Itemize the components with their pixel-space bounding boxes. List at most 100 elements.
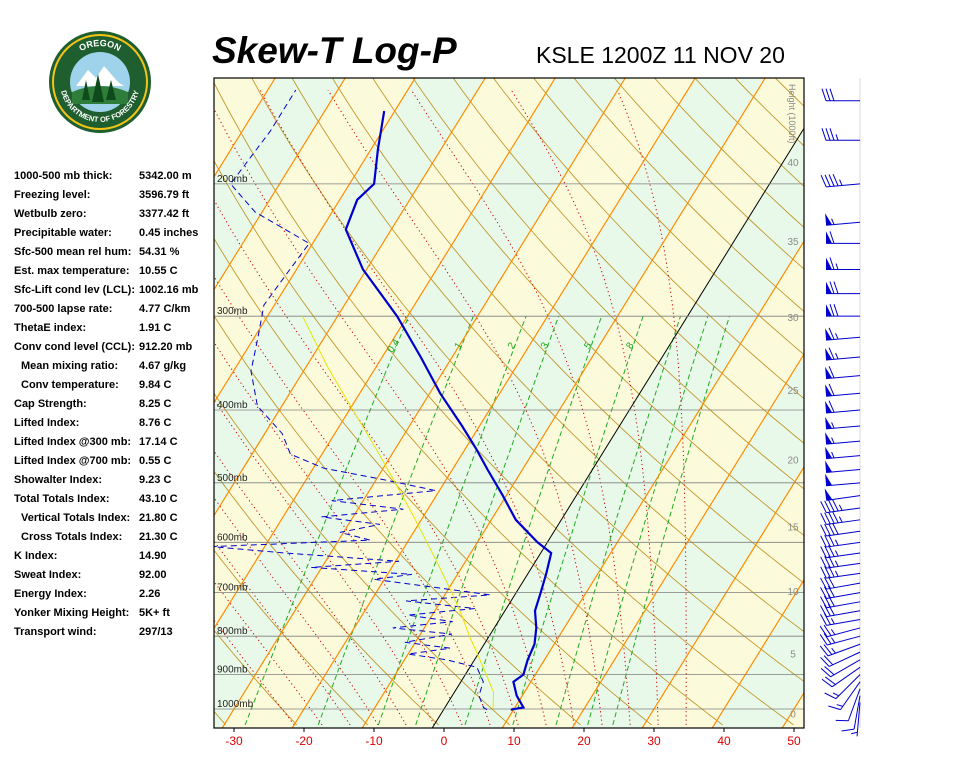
- height-tick-label: 15: [787, 523, 799, 534]
- wind-barb-full: [820, 566, 827, 579]
- wind-barb-full: [824, 545, 831, 558]
- wind-barb-full: [819, 634, 828, 646]
- wind-barb: [820, 534, 861, 548]
- wind-barb-full: [820, 546, 827, 558]
- isotherm-band: [0, 58, 8, 748]
- wind-pennant: [825, 328, 833, 341]
- isotherm: [361, 78, 766, 728]
- wind-pennant: [825, 417, 833, 429]
- wind-barb-half: [831, 218, 835, 225]
- index-row: 700-500 lapse rate: 4.77 C/km: [14, 300, 214, 319]
- pressure-label: 700mb: [217, 583, 248, 594]
- wind-barb-staff: [826, 562, 861, 569]
- x-tick-label: 40: [717, 734, 731, 748]
- wind-barb-staff: [826, 618, 861, 626]
- index-value: 17.14 C: [139, 436, 178, 448]
- wind-barb-staff: [826, 495, 861, 501]
- index-row: Sfc-Lift cond lev (LCL): 1002.16 mb: [14, 281, 214, 300]
- wind-barb-full: [827, 594, 835, 607]
- index-row: Transport wind: 297/13: [14, 623, 214, 642]
- index-label: Sfc-Lift cond lev (LCL):: [14, 284, 135, 296]
- wind-barb-staff: [826, 392, 861, 397]
- wind-barb: [820, 603, 861, 618]
- dry-adiabat: [214, 315, 581, 726]
- wind-barb-full: [821, 128, 827, 141]
- index-row: Cap Strength: 8.25 C: [14, 395, 214, 414]
- wind-barb-full: [820, 556, 827, 569]
- index-row: Precipitable water: 0.45 inches: [14, 224, 214, 243]
- wind-barb-full: [823, 577, 831, 589]
- height-tick-label: 0: [790, 709, 796, 720]
- index-row: Energy Index: 2.26: [14, 585, 214, 604]
- wind-barb-full: [820, 668, 831, 678]
- wind-barb: [824, 674, 861, 700]
- mixing-ratio-label: 8: [624, 340, 637, 351]
- svg-text:OREGON: OREGON: [77, 38, 122, 53]
- wind-barb: [825, 400, 861, 414]
- wind-barb: [825, 213, 861, 226]
- height-tick-label: 5: [790, 649, 796, 660]
- index-row: 1000-500 mb thick: 5342.00 m: [14, 167, 214, 186]
- wind-barb-full: [820, 577, 827, 590]
- wind-barb-staff: [835, 674, 861, 700]
- dry-adiabat: [412, 78, 804, 490]
- wind-barb-staff: [830, 659, 861, 678]
- wind-barb-full: [824, 500, 831, 513]
- x-tick-label: 50: [787, 734, 801, 748]
- index-label: Precipitable water:: [14, 227, 112, 239]
- wind-barb-full: [820, 613, 827, 626]
- pressure-label: 900mb: [217, 665, 248, 676]
- wind-barb-full: [832, 173, 839, 186]
- index-value: 4.67 g/kg: [139, 360, 187, 372]
- wind-barb: [820, 613, 861, 626]
- wind-barb-half: [831, 437, 835, 444]
- wind-barb-half: [831, 451, 835, 459]
- wind-barb-staff: [826, 541, 861, 548]
- wind-barb-full: [841, 728, 855, 732]
- wind-barb-full: [823, 644, 833, 655]
- wind-barb-half: [834, 539, 839, 546]
- index-label: Freezing level:: [14, 189, 91, 201]
- wind-barb-full: [828, 511, 835, 524]
- isotherm: [0, 58, 218, 748]
- wind-barb-staff: [826, 572, 861, 579]
- index-value: 4.77 C/km: [139, 303, 191, 315]
- station-time-label: KSLE 1200Z 11 NOV 20: [536, 42, 785, 68]
- index-label: 1000-500 mb thick:: [14, 170, 113, 182]
- wind-barb-staff: [840, 681, 861, 710]
- wind-barb: [826, 281, 860, 295]
- wind-barb-full: [820, 656, 830, 667]
- wind-barb: [820, 594, 861, 609]
- isotherm: [501, 240, 804, 728]
- x-tick-label: 0: [441, 734, 448, 748]
- logo-emblem: OREGON DEPARTMENT OF FORESTRY: [49, 31, 151, 133]
- mixing-ratio-line: [612, 316, 730, 726]
- wind-barb-half: [830, 637, 836, 644]
- isotherm: [221, 78, 626, 728]
- wind-barb: [820, 585, 861, 600]
- dewpoint-trace: [214, 89, 491, 711]
- wind-barb-half: [835, 134, 839, 141]
- mixing-ratio-line: [512, 316, 644, 726]
- wind-barb-full: [833, 281, 839, 294]
- wind-barb: [819, 624, 861, 638]
- index-value: 10.55 C: [139, 265, 178, 277]
- isotherm: [291, 78, 696, 728]
- plot-frame: [213, 77, 805, 729]
- wind-barb-full: [832, 511, 839, 524]
- mixing-ratio-line: [244, 316, 410, 726]
- wind-barb-full: [824, 512, 831, 525]
- isotherm: [0, 58, 8, 748]
- wind-barb-half: [835, 352, 839, 360]
- index-label: Transport wind:: [14, 626, 97, 638]
- index-row: Sweat Index: 92.00: [14, 566, 214, 585]
- wind-barb-staff: [826, 552, 861, 559]
- index-label: Total Totals Index:: [14, 493, 110, 505]
- index-label: Cross Totals Index:: [21, 531, 123, 543]
- mixing-ratio-label: 5: [582, 340, 595, 351]
- wind-pennant: [826, 231, 832, 244]
- wind-barb-full: [820, 175, 827, 188]
- wind-barb: [828, 681, 861, 711]
- dry-adiabat: [214, 710, 227, 726]
- wind-barb-full: [828, 705, 841, 711]
